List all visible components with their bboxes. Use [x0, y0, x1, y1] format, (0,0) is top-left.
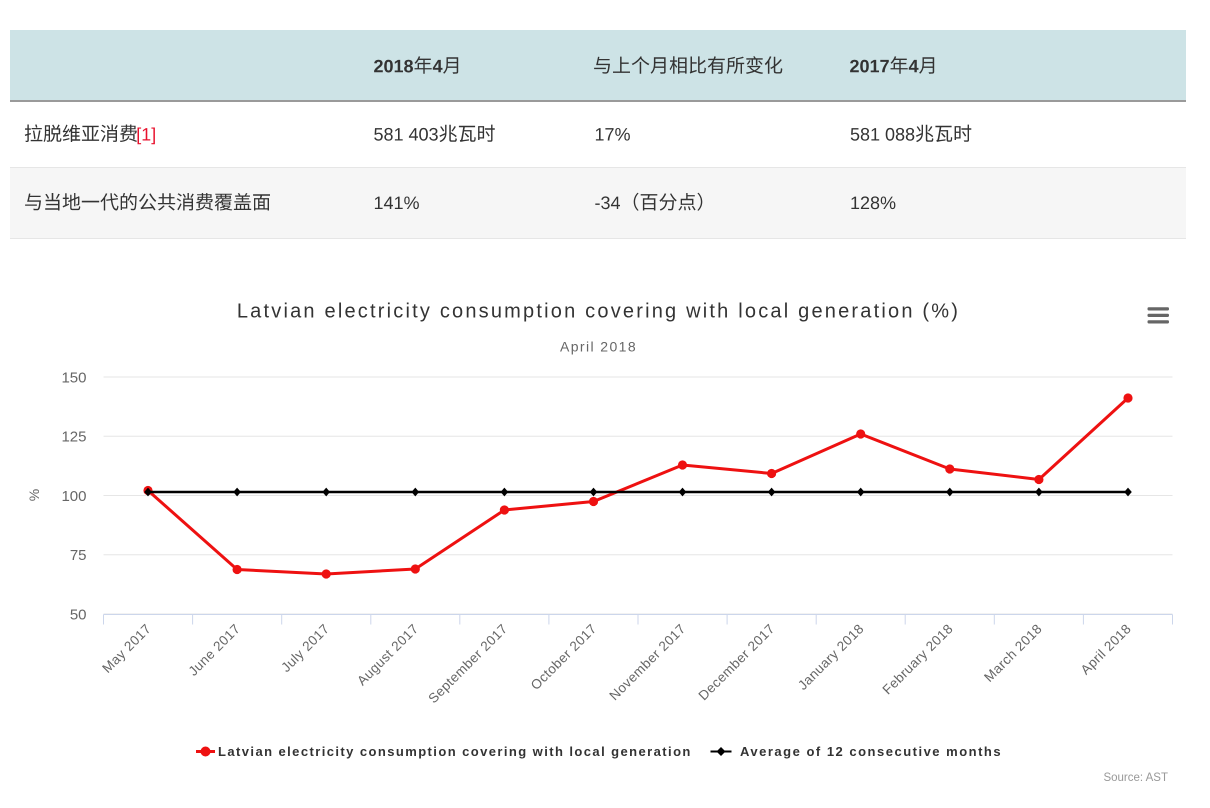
svg-text:December 2017: December 2017: [696, 621, 778, 703]
svg-text:Source: AST: Source: AST: [1103, 772, 1168, 784]
svg-text:August 2017: August 2017: [354, 621, 421, 688]
svg-text:100: 100: [61, 488, 86, 505]
svg-text:October 2017: October 2017: [528, 621, 600, 693]
svg-text:Latvian electricity consumptio: Latvian electricity consumption covering…: [218, 744, 692, 759]
svg-text:May 2017: May 2017: [99, 621, 154, 676]
svg-text:Average of 12 consecutive mont: Average of 12 consecutive months: [740, 744, 1002, 759]
svg-text:125: 125: [61, 429, 86, 446]
svg-text:150: 150: [61, 369, 86, 386]
svg-text:February 2018: February 2018: [880, 621, 956, 697]
svg-text:July 2017: July 2017: [278, 621, 332, 675]
svg-text:Latvian electricity consumptio: Latvian electricity consumption covering…: [237, 301, 960, 323]
svg-text:January 2018: January 2018: [795, 621, 867, 693]
svg-text:June 2017: June 2017: [185, 621, 243, 679]
svg-text:%: %: [26, 489, 42, 501]
svg-text:March 2018: March 2018: [981, 621, 1045, 685]
svg-text:April 2018: April 2018: [1078, 621, 1134, 677]
svg-text:April 2018: April 2018: [560, 338, 637, 354]
svg-text:November 2017: November 2017: [606, 621, 688, 703]
svg-text:September 2017: September 2017: [425, 621, 510, 706]
svg-text:50: 50: [70, 606, 87, 623]
svg-text:75: 75: [70, 547, 87, 564]
